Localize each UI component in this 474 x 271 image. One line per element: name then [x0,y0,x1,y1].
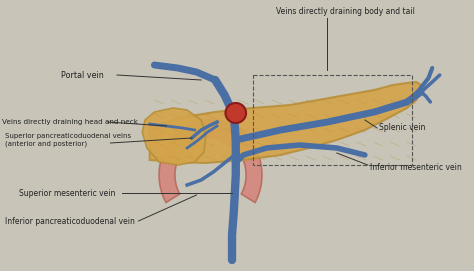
Ellipse shape [226,103,246,123]
Text: Superior pancreaticoduodenal veins
(anterior and posterior): Superior pancreaticoduodenal veins (ante… [5,133,131,147]
Text: Superior mesenteric vein: Superior mesenteric vein [18,189,115,198]
Polygon shape [150,82,421,163]
Text: Veins directly draining body and tail: Veins directly draining body and tail [276,8,415,17]
Text: Veins directly draining head and neck: Veins directly draining head and neck [2,119,138,125]
Polygon shape [142,108,206,165]
Text: Inferior pancreaticoduodenal vein: Inferior pancreaticoduodenal vein [5,217,135,225]
Text: Portal vein: Portal vein [61,70,103,79]
Text: Splenic vein: Splenic vein [379,124,425,133]
Polygon shape [159,120,262,202]
Text: Inferior mesenteric vein: Inferior mesenteric vein [370,163,461,173]
